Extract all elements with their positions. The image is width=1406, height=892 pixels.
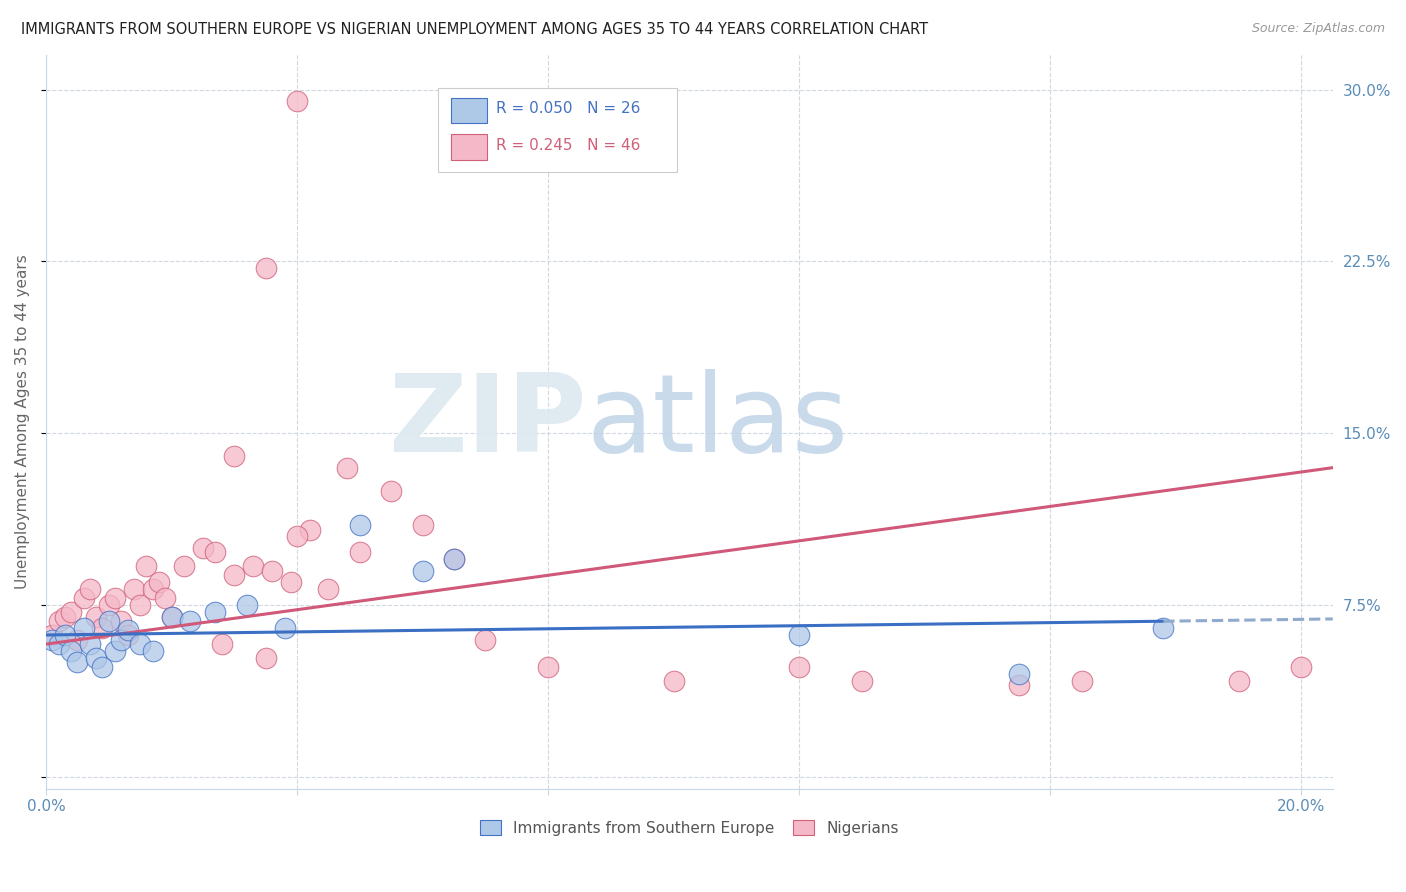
Point — [285, 94, 308, 108]
Point — [53, 609, 76, 624]
Point — [135, 559, 157, 574]
Point — [66, 656, 89, 670]
Legend: Immigrants from Southern Europe, Nigerians: Immigrants from Southern Europe, Nigeria… — [479, 821, 898, 836]
Point — [318, 582, 340, 596]
Point — [443, 552, 465, 566]
Point — [148, 575, 170, 590]
Point — [1152, 621, 1174, 635]
Point — [273, 621, 295, 635]
Point — [260, 564, 283, 578]
Point — [787, 660, 810, 674]
Point — [91, 660, 114, 674]
Point — [48, 637, 70, 651]
Point — [79, 637, 101, 651]
Point — [280, 575, 302, 590]
Point — [204, 605, 226, 619]
Point — [204, 545, 226, 559]
Point — [191, 541, 214, 555]
Text: R = 0.050   N = 26: R = 0.050 N = 26 — [496, 101, 641, 116]
Point — [380, 483, 402, 498]
Point — [160, 609, 183, 624]
Point — [254, 651, 277, 665]
Point — [1008, 678, 1031, 692]
FancyBboxPatch shape — [439, 88, 676, 172]
Point — [298, 523, 321, 537]
Point — [179, 614, 201, 628]
Point — [211, 637, 233, 651]
Point — [91, 621, 114, 635]
Point — [110, 614, 132, 628]
Point — [41, 628, 63, 642]
Point — [224, 568, 246, 582]
Text: R = 0.245   N = 46: R = 0.245 N = 46 — [496, 138, 641, 153]
Point — [1008, 667, 1031, 681]
Point — [443, 552, 465, 566]
Point — [110, 632, 132, 647]
Point — [53, 628, 76, 642]
Point — [285, 529, 308, 543]
Point — [97, 598, 120, 612]
Point — [236, 598, 259, 612]
Point — [117, 628, 139, 642]
Point — [160, 609, 183, 624]
Y-axis label: Unemployment Among Ages 35 to 44 years: Unemployment Among Ages 35 to 44 years — [15, 254, 30, 590]
Text: IMMIGRANTS FROM SOUTHERN EUROPE VS NIGERIAN UNEMPLOYMENT AMONG AGES 35 TO 44 YEA: IMMIGRANTS FROM SOUTHERN EUROPE VS NIGER… — [21, 22, 928, 37]
Point — [117, 624, 139, 638]
Point — [474, 632, 496, 647]
Point — [48, 614, 70, 628]
Point — [84, 651, 107, 665]
Point — [1291, 660, 1313, 674]
Point — [72, 591, 94, 606]
Point — [336, 460, 359, 475]
Point — [142, 644, 165, 658]
Point — [155, 591, 177, 606]
Point — [224, 449, 246, 463]
Text: Source: ZipAtlas.com: Source: ZipAtlas.com — [1251, 22, 1385, 36]
Point — [242, 559, 264, 574]
Point — [254, 261, 277, 276]
Point — [1070, 673, 1092, 688]
Point — [97, 614, 120, 628]
Point — [851, 673, 873, 688]
Point — [84, 609, 107, 624]
Point — [787, 628, 810, 642]
Point — [662, 673, 685, 688]
Point — [66, 632, 89, 647]
Point — [349, 518, 371, 533]
Point — [129, 637, 152, 651]
Point — [60, 644, 83, 658]
Point — [129, 598, 152, 612]
Point — [104, 591, 127, 606]
FancyBboxPatch shape — [451, 98, 488, 123]
Point — [104, 644, 127, 658]
Point — [412, 518, 434, 533]
Point — [122, 582, 145, 596]
Point — [412, 564, 434, 578]
Point — [72, 621, 94, 635]
Point — [142, 582, 165, 596]
Point — [173, 559, 195, 574]
FancyBboxPatch shape — [451, 135, 488, 160]
Point — [41, 632, 63, 647]
Point — [537, 660, 560, 674]
Point — [349, 545, 371, 559]
Text: atlas: atlas — [586, 368, 848, 475]
Point — [79, 582, 101, 596]
Point — [60, 605, 83, 619]
Text: ZIP: ZIP — [388, 368, 586, 475]
Point — [1227, 673, 1250, 688]
